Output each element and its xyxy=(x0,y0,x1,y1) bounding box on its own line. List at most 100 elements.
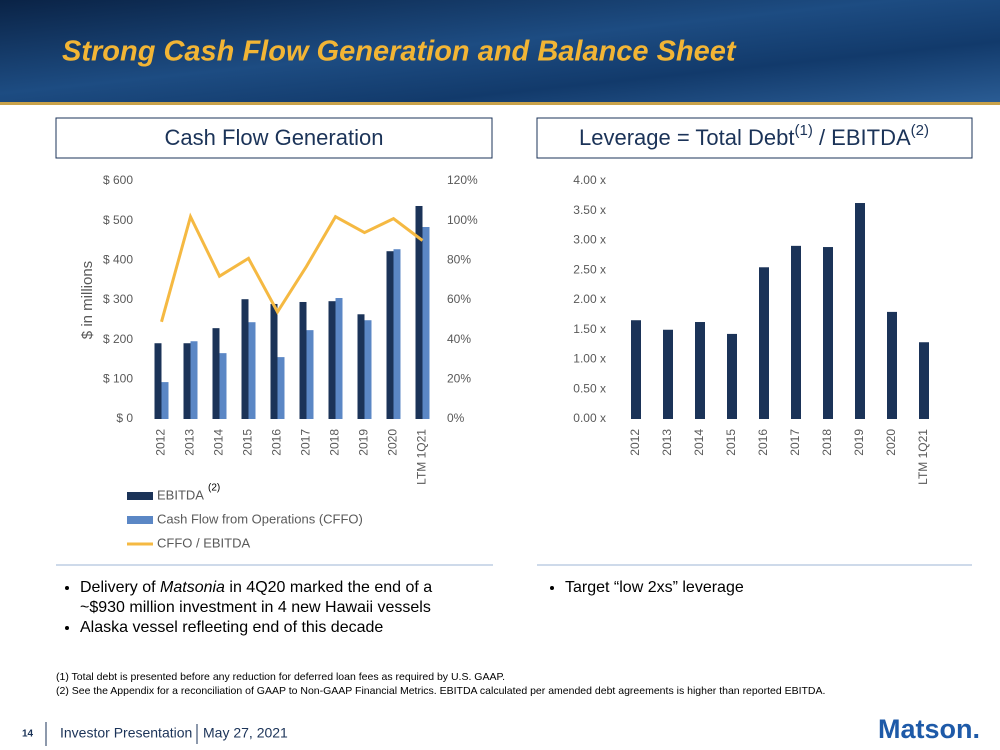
footer-date: May 27, 2021 xyxy=(203,725,288,741)
bullet-text: Alaska vessel refleeting end of this dec… xyxy=(80,619,384,636)
bullet-text: Target “low 2xs” leverage xyxy=(565,579,744,596)
bullets-right: Target “low 2xs” leverage xyxy=(547,578,965,598)
bar xyxy=(919,342,929,419)
y-tick-label: 0.50 x xyxy=(573,381,606,395)
y-tick-label: $ 0 xyxy=(116,411,133,425)
bar xyxy=(727,333,737,419)
panel-heading: Leverage = Total Debt(1) / EBITDA(2) xyxy=(579,122,929,150)
y2-tick-label: 120% xyxy=(447,173,478,187)
bar xyxy=(154,343,162,419)
bullets-left: Delivery of Matsonia in 4Q20 marked the … xyxy=(62,578,480,638)
x-tick-label: 2019 xyxy=(852,429,866,456)
heading-part: Cash Flow Generation xyxy=(165,125,384,150)
bar xyxy=(695,322,705,419)
bar xyxy=(887,311,897,419)
bar xyxy=(190,341,198,419)
bar xyxy=(823,247,833,419)
bullet-italic: Matsonia xyxy=(160,579,225,596)
y-axis-label: $ in millions xyxy=(79,261,96,339)
x-tick-label: 2012 xyxy=(628,429,642,456)
bar xyxy=(357,314,365,419)
y-tick-label: $ 500 xyxy=(103,213,133,227)
footnote: (1) Total debt is presented before any r… xyxy=(56,671,506,683)
bar xyxy=(241,299,249,419)
bullet-text: in 4Q20 marked the end of a ~$930 millio… xyxy=(80,579,433,616)
y-tick-label: 3.50 x xyxy=(573,203,606,217)
x-tick-label: 2013 xyxy=(183,429,197,456)
legend-swatch xyxy=(127,492,153,500)
y-tick-label: 4.00 x xyxy=(573,173,606,187)
header-rule xyxy=(0,102,1000,105)
y-tick-label: $ 100 xyxy=(103,372,133,386)
y2-tick-label: 40% xyxy=(447,332,471,346)
logo: Matson. xyxy=(878,714,980,744)
x-tick-label: 2019 xyxy=(357,429,371,456)
x-tick-label: 2017 xyxy=(299,429,313,456)
legend-note: (2) xyxy=(208,483,220,494)
y2-tick-label: 80% xyxy=(447,253,471,267)
heading-part: Leverage = Total Debt xyxy=(579,125,794,150)
bar xyxy=(299,301,307,419)
y2-tick-label: 20% xyxy=(447,372,471,386)
x-tick-label: 2020 xyxy=(386,429,400,456)
bar xyxy=(306,330,314,419)
x-tick-label: 2013 xyxy=(660,429,674,456)
x-tick-label: 2014 xyxy=(692,429,706,456)
x-tick-label: 2012 xyxy=(154,429,168,456)
x-tick-label: 2015 xyxy=(241,429,255,456)
x-tick-label: 2016 xyxy=(270,429,284,456)
page-number: 14 xyxy=(22,729,34,740)
bar xyxy=(415,205,423,419)
x-tick-label: LTM 1Q21 xyxy=(415,429,429,485)
bar xyxy=(161,382,169,419)
bullet: Alaska vessel refleeting end of this dec… xyxy=(80,618,480,638)
bar xyxy=(212,328,220,419)
y-tick-label: 2.50 x xyxy=(573,262,606,276)
bar xyxy=(277,357,285,419)
x-tick-label: 2014 xyxy=(212,429,226,456)
y2-tick-label: 0% xyxy=(447,411,465,425)
y-tick-label: $ 600 xyxy=(103,173,133,187)
y-tick-label: 0.00 x xyxy=(573,411,606,425)
y-tick-label: 1.50 x xyxy=(573,322,606,336)
bar xyxy=(248,322,256,419)
heading-part: / EBITDA xyxy=(813,125,911,150)
y2-tick-label: 100% xyxy=(447,213,478,227)
panel-heading: Cash Flow Generation xyxy=(165,125,384,150)
legend-label: CFFO / EBITDA xyxy=(157,535,251,550)
bar xyxy=(663,329,673,419)
x-tick-label: 2020 xyxy=(884,429,898,456)
header-banner xyxy=(0,0,1000,104)
slide-title: Strong Cash Flow Generation and Balance … xyxy=(62,36,737,68)
legend-label: Cash Flow from Operations (CFFO) xyxy=(157,511,363,526)
bar xyxy=(364,320,372,419)
bar xyxy=(219,353,227,419)
y-tick-label: $ 400 xyxy=(103,253,133,267)
bar xyxy=(393,249,401,419)
panel-box xyxy=(55,117,493,159)
heading-sup: (2) xyxy=(911,122,929,139)
bar xyxy=(855,203,865,419)
line-series xyxy=(160,212,424,323)
x-tick-label: 2016 xyxy=(756,429,770,456)
bar xyxy=(335,298,343,419)
y-tick-label: 3.00 x xyxy=(573,233,606,247)
x-tick-label: 2018 xyxy=(328,429,342,456)
x-tick-label: 2018 xyxy=(820,429,834,456)
legend-label: EBITDA xyxy=(157,487,204,502)
bullet-text: Delivery of xyxy=(80,579,161,596)
x-tick-label: LTM 1Q21 xyxy=(916,429,930,485)
bar xyxy=(759,267,769,419)
y-tick-label: $ 200 xyxy=(103,332,133,346)
y-tick-label: 2.00 x xyxy=(573,292,606,306)
footer-presentation: Investor Presentation xyxy=(60,725,192,741)
panel-box xyxy=(536,117,973,159)
bar xyxy=(791,245,801,419)
x-tick-label: 2015 xyxy=(724,429,738,456)
bar xyxy=(422,227,430,419)
footnote: (2) See the Appendix for a reconciliatio… xyxy=(56,685,826,697)
bar xyxy=(386,251,394,419)
y-tick-label: $ 300 xyxy=(103,292,133,306)
